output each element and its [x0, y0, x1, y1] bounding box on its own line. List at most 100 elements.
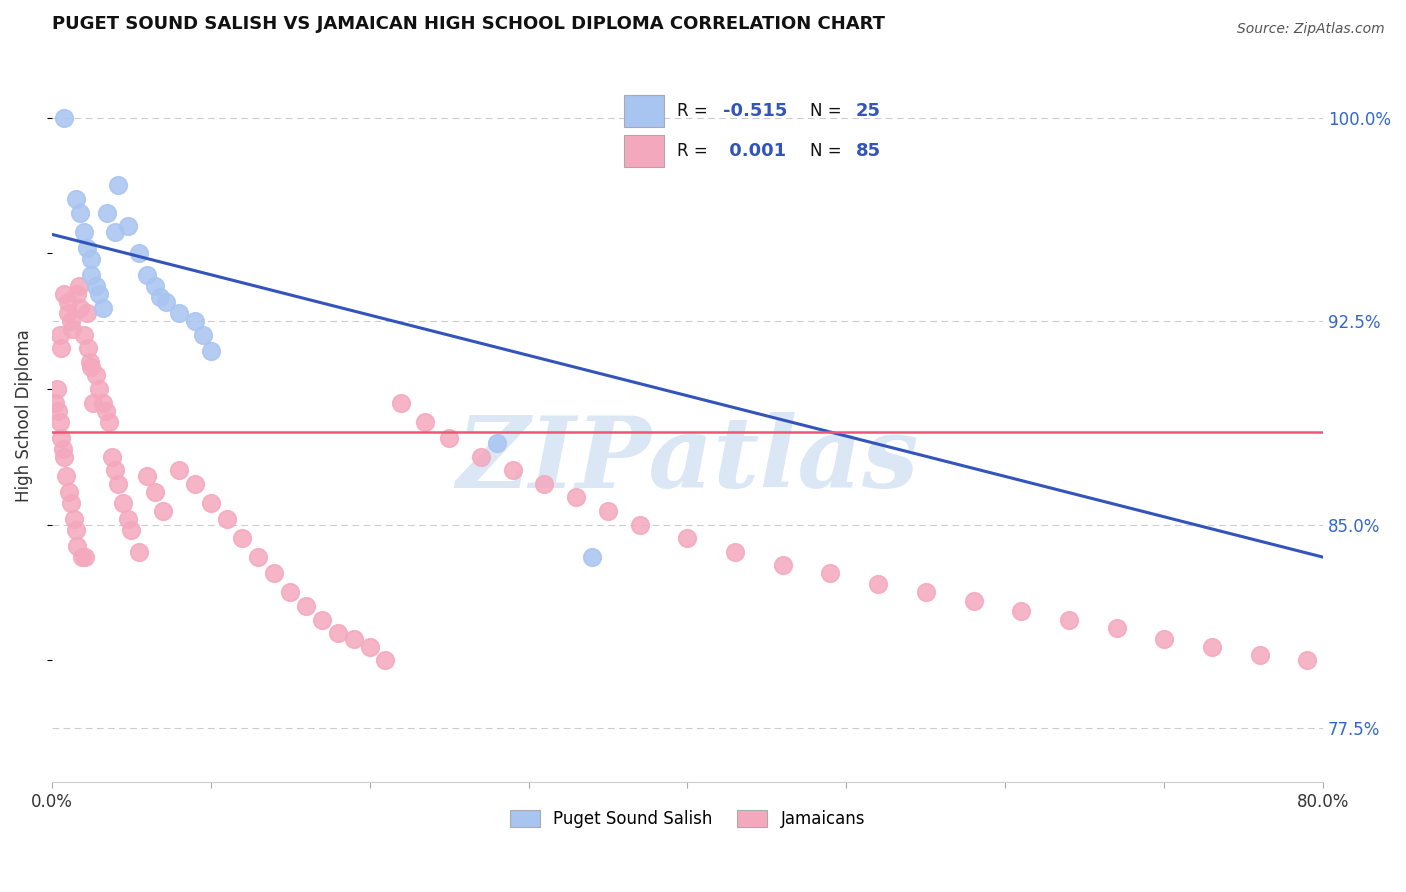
Point: [128, 246, 150, 260]
Point: [191, 327, 214, 342]
Point: [1153, 632, 1175, 646]
Point: [63, 512, 86, 526]
Point: [51, 341, 73, 355]
Point: [1249, 648, 1271, 662]
Point: [326, 626, 349, 640]
Point: [581, 550, 603, 565]
Text: ZIPatlas: ZIPatlas: [457, 412, 918, 508]
Point: [67, 278, 90, 293]
Text: R =: R =: [676, 103, 713, 120]
Point: [1375, 666, 1398, 681]
Point: [962, 593, 984, 607]
Point: [97, 415, 120, 429]
Point: [502, 463, 524, 477]
Point: [820, 566, 842, 581]
Text: 25: 25: [856, 103, 882, 120]
Point: [89, 382, 111, 396]
Point: [52, 442, 75, 456]
Text: 0.001: 0.001: [723, 142, 786, 160]
Point: [76, 241, 98, 255]
Point: [59, 314, 82, 328]
Point: [107, 477, 129, 491]
Point: [45, 382, 67, 396]
Point: [56, 306, 79, 320]
Point: [70, 550, 93, 565]
Point: [66, 539, 89, 553]
Point: [91, 301, 114, 315]
Point: [143, 278, 166, 293]
Point: [80, 252, 103, 266]
Point: [311, 613, 333, 627]
Point: [413, 415, 436, 429]
Text: -0.515: -0.515: [723, 103, 787, 120]
Y-axis label: High School Diploma: High School Diploma: [15, 330, 32, 502]
Point: [77, 341, 100, 355]
Point: [46, 403, 69, 417]
Point: [152, 504, 174, 518]
Point: [53, 450, 76, 464]
Legend: Puget Sound Salish, Jamaicans: Puget Sound Salish, Jamaicans: [502, 801, 873, 837]
Point: [149, 290, 172, 304]
Point: [1010, 604, 1032, 618]
Point: [1327, 658, 1350, 673]
Point: [231, 531, 253, 545]
Point: [1201, 640, 1223, 654]
Point: [58, 485, 80, 500]
Point: [79, 355, 101, 369]
Point: [80, 360, 103, 375]
Point: [167, 306, 190, 320]
Point: [628, 517, 651, 532]
Point: [69, 301, 91, 315]
FancyBboxPatch shape: [624, 95, 664, 128]
Point: [65, 523, 87, 537]
Point: [117, 512, 139, 526]
Point: [80, 268, 103, 282]
Point: [48, 415, 70, 429]
Point: [76, 306, 98, 320]
Point: [84, 368, 107, 383]
FancyBboxPatch shape: [624, 135, 664, 167]
Point: [470, 450, 492, 464]
Point: [72, 225, 94, 239]
Point: [82, 395, 104, 409]
Point: [200, 496, 222, 510]
Point: [120, 523, 142, 537]
Point: [200, 343, 222, 358]
Point: [565, 491, 588, 505]
Point: [48, 327, 70, 342]
Point: [136, 268, 159, 282]
Text: R =: R =: [676, 142, 713, 160]
Text: Source: ZipAtlas.com: Source: ZipAtlas.com: [1237, 22, 1385, 37]
Point: [59, 496, 82, 510]
Point: [107, 178, 129, 193]
Point: [263, 566, 285, 581]
Point: [278, 585, 301, 599]
Point: [359, 640, 381, 654]
Point: [485, 436, 508, 450]
Point: [66, 287, 89, 301]
Point: [136, 468, 159, 483]
Point: [84, 278, 107, 293]
Point: [53, 111, 76, 125]
Text: N =: N =: [810, 103, 846, 120]
Point: [53, 287, 76, 301]
Point: [533, 477, 555, 491]
Point: [184, 314, 207, 328]
Point: [69, 205, 91, 219]
Point: [91, 395, 114, 409]
Point: [51, 431, 73, 445]
Point: [772, 558, 794, 573]
Point: [676, 531, 699, 545]
Point: [914, 585, 936, 599]
Point: [56, 295, 79, 310]
Point: [724, 545, 747, 559]
Point: [1057, 613, 1080, 627]
Point: [94, 403, 117, 417]
Point: [184, 477, 207, 491]
Point: [155, 295, 177, 310]
Point: [868, 577, 890, 591]
Point: [104, 463, 127, 477]
Point: [215, 512, 238, 526]
Text: PUGET SOUND SALISH VS JAMAICAN HIGH SCHOOL DIPLOMA CORRELATION CHART: PUGET SOUND SALISH VS JAMAICAN HIGH SCHO…: [52, 15, 884, 33]
Point: [374, 653, 396, 667]
